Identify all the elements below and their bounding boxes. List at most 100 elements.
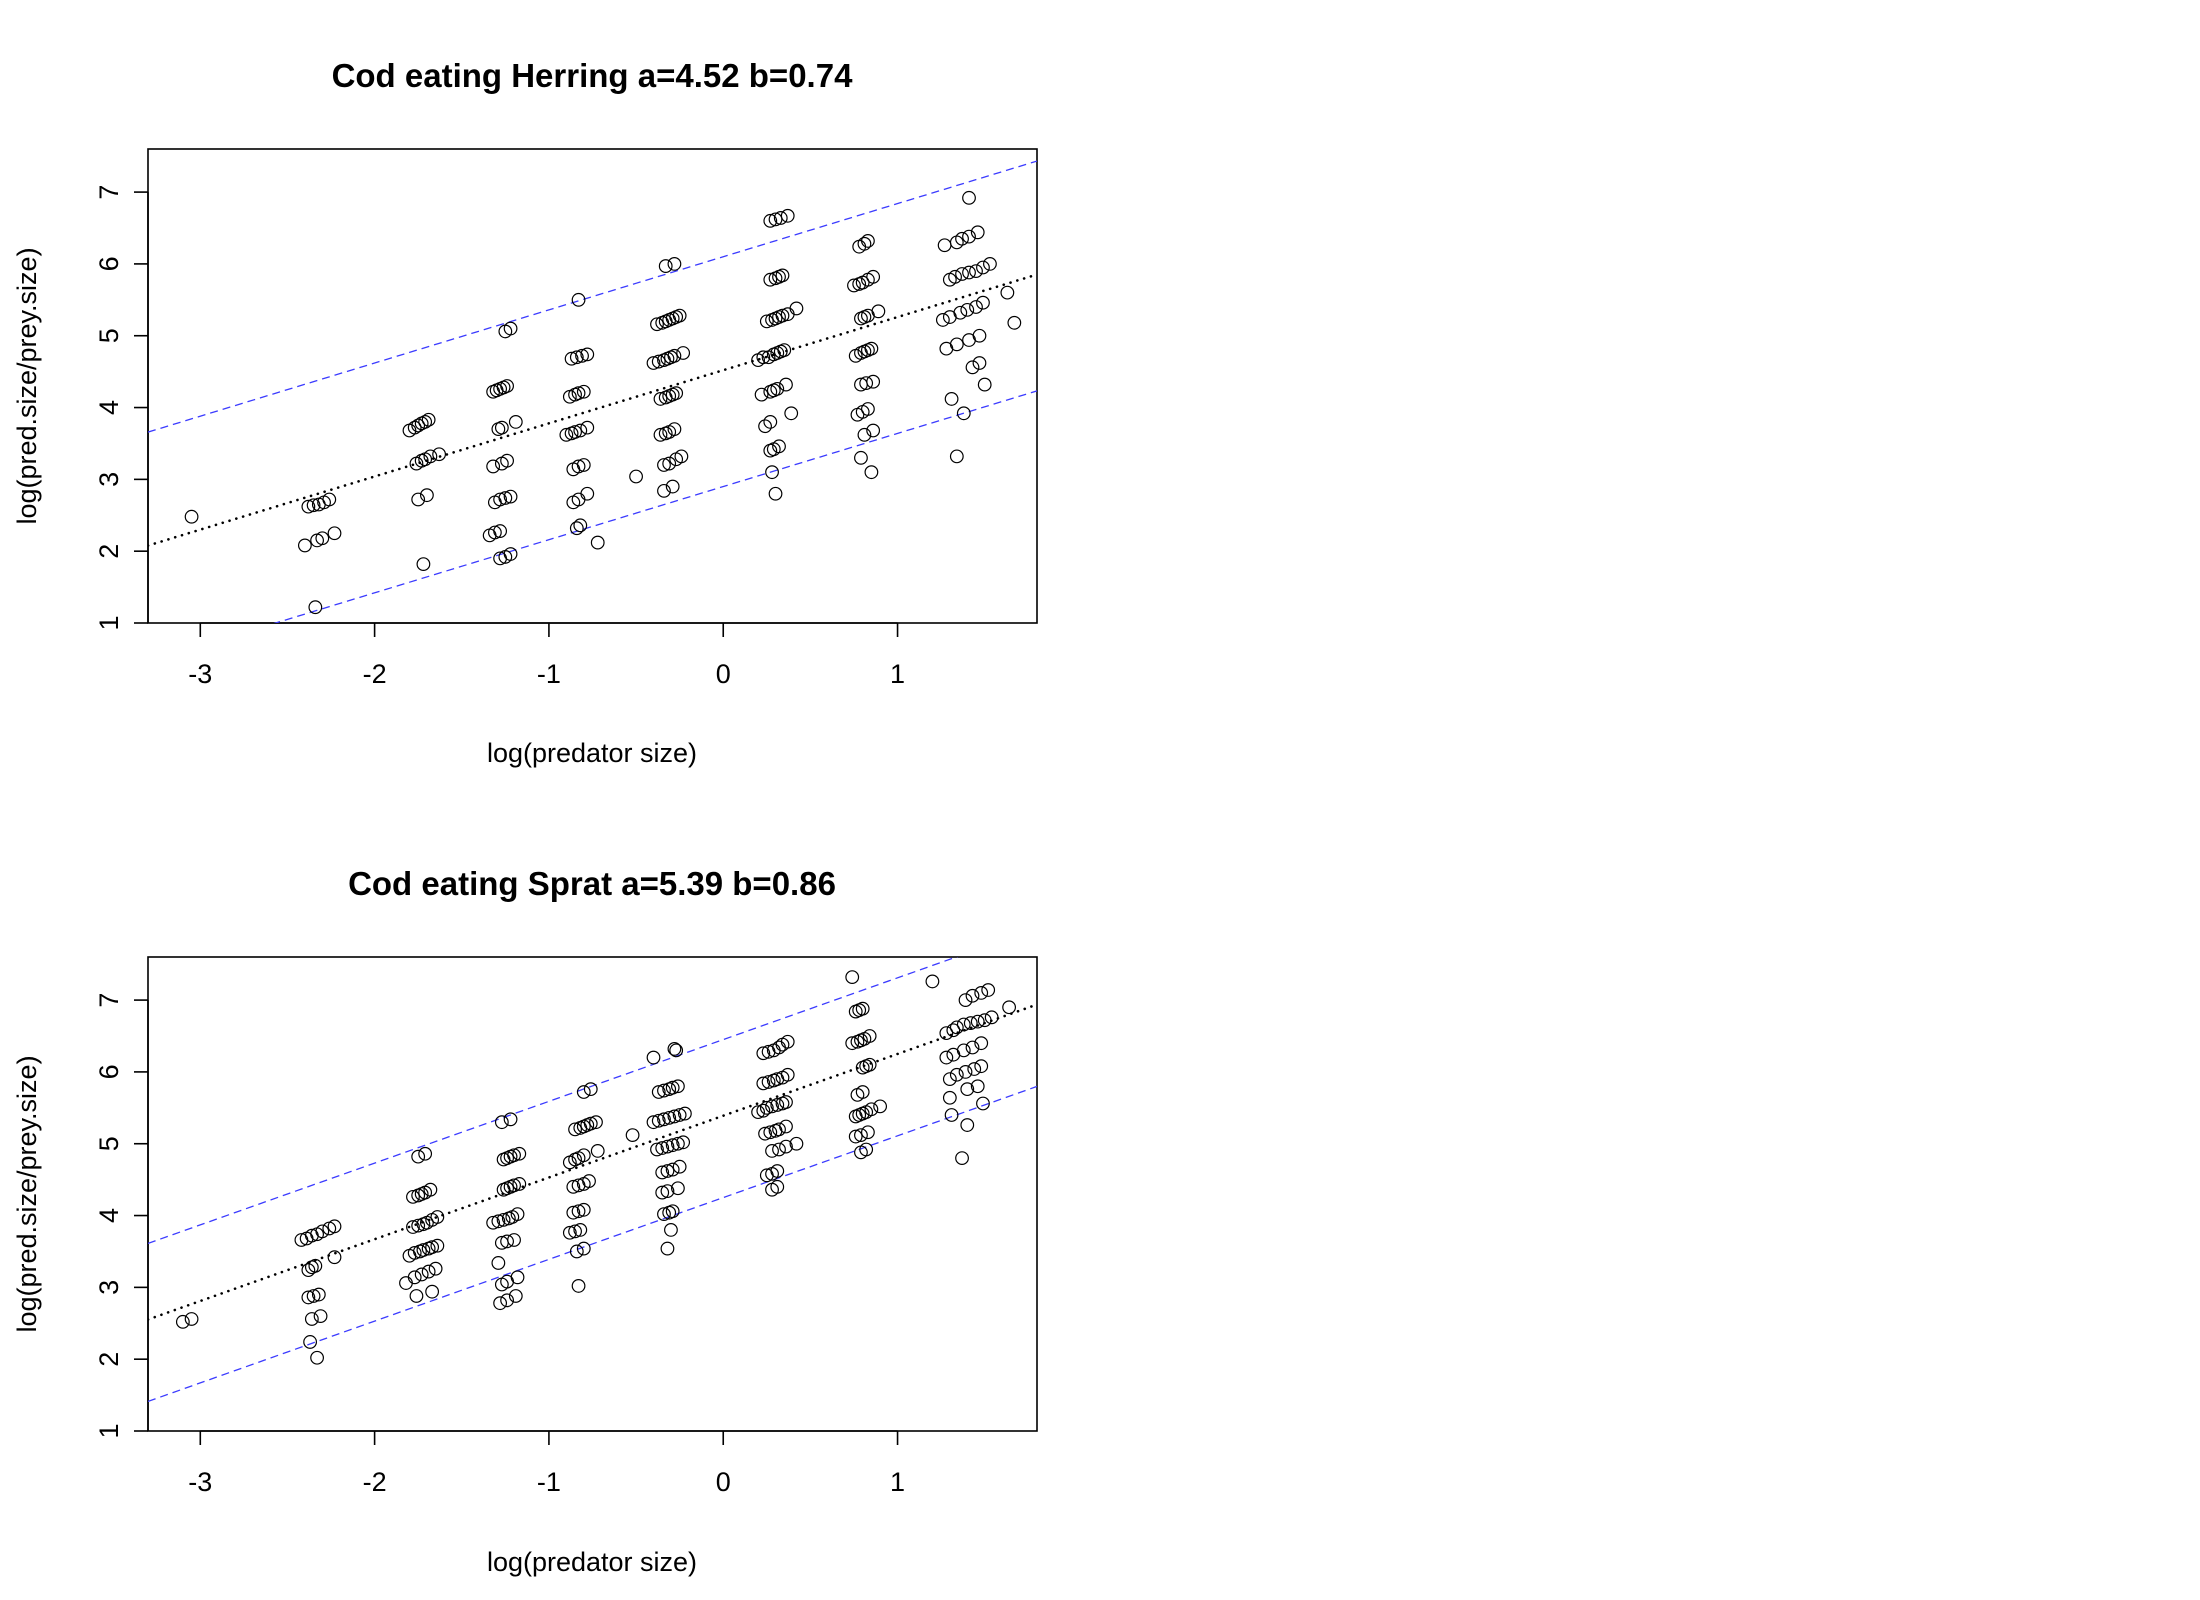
data-point (925, 974, 940, 989)
data-point (512, 1177, 527, 1191)
data-point (512, 1146, 527, 1161)
y-tick-label: 4 (94, 1208, 124, 1223)
data-point (759, 314, 774, 329)
data-point (306, 1289, 321, 1303)
data-point (407, 1270, 422, 1285)
data-point (571, 1204, 586, 1219)
data-point (770, 1164, 785, 1178)
data-point (1002, 1000, 1017, 1015)
data-point (306, 498, 321, 513)
data-point (583, 1082, 598, 1097)
data-point (960, 1082, 975, 1097)
data-point (589, 1115, 603, 1130)
x-tick-label: 0 (716, 659, 731, 689)
data-point (977, 377, 992, 392)
data-point (411, 1218, 426, 1233)
data-point (651, 354, 666, 369)
data-point (646, 1115, 661, 1130)
data-point (969, 300, 983, 314)
data-point (421, 412, 436, 427)
y-axis-label: log(pred.size/prey.size) (12, 1055, 42, 1332)
data-point (498, 491, 513, 505)
data-point (864, 465, 879, 480)
data-point (956, 1017, 971, 1032)
data-point (304, 1312, 319, 1326)
data-point (864, 1102, 879, 1117)
data-point (866, 423, 881, 438)
y-tick-label: 7 (94, 185, 124, 200)
data-point (664, 1223, 678, 1237)
data-point (580, 347, 595, 362)
data-point (423, 1182, 438, 1197)
data-point (571, 1279, 586, 1293)
data-point (406, 1189, 420, 1204)
data-point (756, 1103, 771, 1118)
plot-frame (147, 956, 1038, 1432)
scatter-points (184, 190, 1022, 615)
data-point (651, 1113, 666, 1128)
data-point (494, 1115, 509, 1130)
data-point (976, 260, 990, 275)
chart-panel-sprat: Cod eating Sprat a=5.39 b=0.86 -3 -2 -1 0 1 … (12, 865, 1038, 1577)
data-point (184, 1312, 199, 1326)
data-point (503, 489, 518, 504)
data-point (430, 1238, 445, 1253)
data-point (662, 1110, 677, 1125)
data-point (657, 1207, 671, 1222)
data-point (770, 381, 785, 396)
data-point (507, 1233, 521, 1247)
data-point (855, 1085, 870, 1099)
data-point (416, 1243, 431, 1257)
data-point (672, 1108, 687, 1122)
data-point (503, 1112, 518, 1127)
data-point (576, 1148, 591, 1163)
data-point (768, 212, 783, 227)
x-tick-label: 1 (890, 1467, 905, 1497)
data-point (576, 1202, 591, 1217)
data-point (777, 343, 792, 357)
data-point (983, 257, 997, 271)
data-point (962, 265, 976, 280)
data-point (949, 235, 964, 250)
data-point (653, 427, 668, 442)
data-point (576, 1241, 591, 1256)
data-point (962, 190, 976, 205)
data-point (967, 1062, 982, 1076)
data-point (662, 456, 677, 471)
data-point (655, 1185, 670, 1200)
data-point (770, 1098, 785, 1112)
data-point (671, 1079, 685, 1094)
data-point (676, 1135, 691, 1150)
x-tick-label: 1 (890, 659, 905, 689)
x-axis-label: log(predator size) (487, 738, 697, 768)
data-point (500, 379, 514, 393)
data-point (965, 1040, 980, 1055)
data-point (942, 1072, 957, 1086)
data-point (965, 988, 980, 1003)
data-point (667, 1109, 682, 1124)
data-point (772, 439, 786, 454)
data-point (418, 1146, 433, 1161)
data-point (580, 486, 595, 501)
x-tick-label: 0 (716, 1467, 731, 1497)
data-point (977, 1013, 992, 1028)
data-point (946, 1023, 961, 1038)
data-point (576, 1085, 591, 1099)
data-point (845, 1036, 860, 1051)
data-point (960, 302, 975, 317)
data-point (658, 259, 673, 273)
data-point (500, 1234, 514, 1249)
data-point (963, 1016, 978, 1030)
data-point (761, 1075, 776, 1089)
data-point (175, 1314, 190, 1329)
data-point (650, 317, 664, 332)
data-point (765, 1099, 779, 1114)
data-point (566, 1179, 581, 1194)
data-point (958, 1065, 973, 1079)
data-point (583, 1116, 598, 1131)
data-point (775, 308, 790, 323)
data-point (976, 295, 990, 310)
y-axis: 1 2 3 4 5 6 7 (94, 993, 149, 1439)
data-point (857, 427, 872, 442)
